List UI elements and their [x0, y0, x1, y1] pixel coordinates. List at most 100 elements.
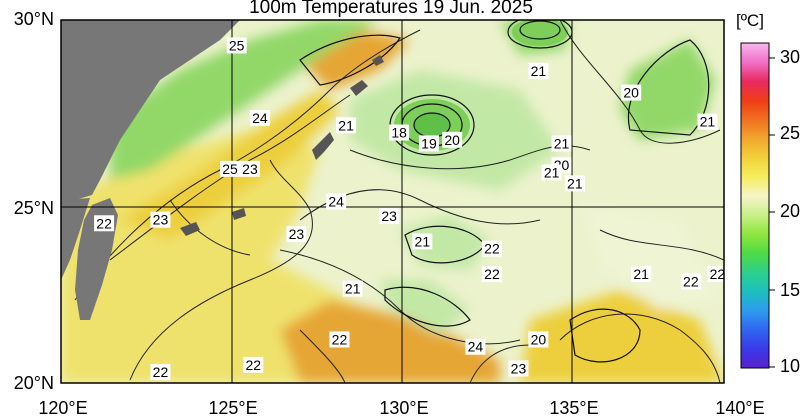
lon-tick-125e: 125°E [208, 398, 258, 418]
contour-label-box [442, 131, 463, 148]
sea-temperature-field [61, 20, 724, 383]
tokara-islands [372, 55, 384, 66]
contour-label: 23 [150, 211, 171, 228]
map-frame [60, 19, 725, 384]
contour-label-box [481, 240, 502, 257]
contour-label-box [150, 364, 171, 381]
isotherm-line [169, 199, 251, 256]
contour-label: 21 [412, 233, 433, 250]
taiwan-strait-land [61, 198, 90, 280]
field-hot-kuroshio-north [300, 30, 410, 90]
colorbar-tick-25: 25 [780, 123, 801, 143]
contour-labels: 2524211819202120212120212125232423222323… [94, 37, 728, 381]
lat-tick-20n: 20°N [13, 373, 54, 393]
contour-label: 21 [551, 135, 572, 152]
lon-tick-120e: 120°E [38, 398, 88, 418]
contour-label-text: 24 [468, 339, 484, 355]
contour-label-text: 20 [623, 85, 639, 101]
contour-label-text: 22 [96, 215, 112, 231]
contour-label: 21 [564, 175, 585, 192]
lon-tick-140e: 140°E [715, 398, 765, 418]
contour-label: 22 [680, 273, 701, 290]
contour-label-text: 22 [153, 364, 169, 380]
contour-label: 22 [481, 266, 502, 283]
colorbar-tick-20: 20 [780, 201, 801, 221]
contour-label-box [150, 211, 171, 228]
contour-label-text: 20 [531, 331, 547, 347]
contour-label: 21 [528, 62, 549, 79]
colorbar-tick-10: 10 [780, 356, 801, 376]
contour-label-text: 24 [328, 194, 344, 210]
contour-label-text: 21 [700, 114, 716, 130]
contour-label-box [631, 266, 652, 283]
contour-label-text: 22 [484, 266, 500, 282]
cold-eddy-north-core [512, 20, 568, 46]
contour-label: 23 [379, 208, 400, 225]
lat-tick-30n: 30°N [13, 9, 54, 29]
contour-label: 24 [326, 193, 347, 210]
contour-label-text: 22 [484, 241, 500, 257]
field-cool-middle [400, 215, 490, 270]
contour-label-text: 23 [511, 360, 527, 376]
contour-label-box [481, 266, 502, 283]
contour-label-box [94, 215, 115, 232]
field-cool-northeast [620, 40, 715, 140]
contour-label: 24 [465, 338, 486, 355]
contour-label: 20 [442, 131, 463, 148]
field-warm-south-east [520, 290, 724, 383]
contour-label: 19 [418, 135, 439, 152]
colorbar-tick-30: 30 [780, 47, 801, 67]
contour-label: 23 [286, 226, 307, 243]
contour-label-text: 21 [345, 281, 361, 297]
contour-label-box [239, 160, 260, 177]
contour-label-text: 23 [381, 208, 397, 224]
contour-label-box [220, 160, 241, 177]
colorbar-unit: [ºC] [736, 11, 764, 30]
contour-label-text: 23 [242, 161, 258, 177]
contour-label-text: 23 [153, 212, 169, 228]
contour-label-box [564, 175, 585, 192]
lon-tick-135e: 135°E [549, 398, 599, 418]
contour-label-box [329, 331, 350, 348]
contour-label-text: 21 [544, 164, 560, 180]
contour-label-text: 19 [421, 135, 437, 151]
contour-label: 22 [481, 240, 502, 257]
contour-label: 21 [342, 280, 363, 297]
contour-label-box [418, 135, 439, 152]
contour-label-box [326, 193, 347, 210]
contour-label: 22 [707, 266, 728, 283]
isotherm-line [129, 159, 313, 381]
graticule [61, 20, 724, 383]
contour-label-text: 25 [229, 37, 245, 53]
contour-label: 20 [621, 84, 642, 101]
contour-label-box [226, 37, 247, 54]
contour-label-box [249, 110, 270, 127]
isotherm-line [299, 329, 346, 383]
contour-label: 25 [226, 37, 247, 54]
contour-label: 24 [249, 110, 270, 127]
field-hot-south-center [280, 300, 500, 383]
contour-label-box [621, 84, 642, 101]
contour-label-text: 21 [415, 233, 431, 249]
contour-label-box [412, 233, 433, 250]
contour-label: 21 [631, 266, 652, 283]
contour-label-box [697, 113, 718, 130]
contour-label: 23 [239, 160, 260, 177]
contour-label-text: 22 [245, 357, 261, 373]
okinawa-island [312, 132, 334, 160]
contour-label-text: 22 [332, 331, 348, 347]
eddy-contour [519, 20, 561, 40]
contour-label-box [389, 124, 410, 141]
colorbar [740, 42, 770, 369]
contour-label-box [342, 280, 363, 297]
isotherm-line [559, 20, 721, 144]
contour-label: 18 [389, 124, 410, 141]
contour-label: 23 [508, 360, 529, 377]
contour-label-box [465, 338, 486, 355]
amami-island [350, 80, 368, 96]
contour-label-box [243, 356, 264, 373]
contour-label-text: 21 [338, 117, 354, 133]
contour-label: 20 [528, 331, 549, 348]
china-coast-land [61, 20, 240, 200]
